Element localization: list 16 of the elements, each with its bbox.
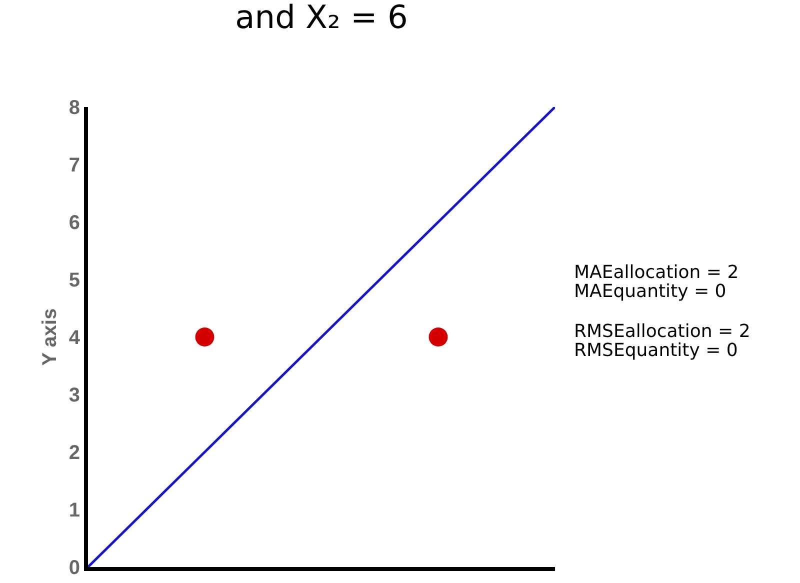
text: RMSEallocation = 2 [574, 321, 750, 342]
y-tick-label: 3 [68, 384, 80, 406]
y-tick-label: 5 [68, 270, 80, 292]
text: RMSEquantity = 0 [574, 340, 738, 361]
y-tick-label: 1 [68, 500, 80, 522]
chart-title: and X₂ = 6 [235, 0, 408, 36]
y-tick-label: 0 [68, 557, 80, 579]
y-tick-label: 2 [68, 442, 80, 464]
y-tick-label: 7 [68, 154, 80, 176]
text: MAEallocation = 2 [574, 262, 739, 283]
y-tick-label: 4 [68, 327, 81, 349]
y-tick-label: 6 [68, 212, 80, 234]
y-axis-title: Y axis [38, 308, 61, 366]
line-series [88, 107, 555, 567]
text: MAEquantity = 0 [574, 281, 726, 302]
y-tick-label: 8 [68, 97, 80, 119]
